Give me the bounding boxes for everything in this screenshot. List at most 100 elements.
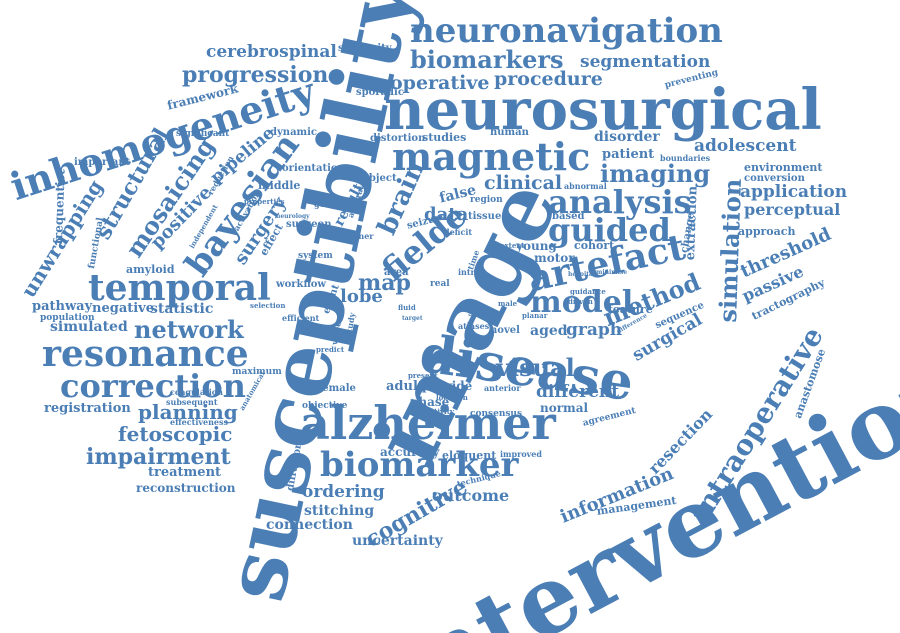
word-boundaries: boundaries xyxy=(660,153,711,163)
word-adolescent: adolescent xyxy=(694,136,797,156)
word-location: location xyxy=(436,393,468,402)
word-motor: motor xyxy=(534,251,575,265)
word-studies: studies xyxy=(422,131,467,144)
word-deficit: deficit xyxy=(444,227,473,237)
word-system: system xyxy=(298,251,333,261)
word-fetoscopic: fetoscopic xyxy=(118,422,233,446)
word-dynamic: dynamic xyxy=(270,127,318,138)
word-neurology: neurology xyxy=(276,213,310,220)
word-predict: predict xyxy=(316,345,345,354)
word-normal: normal xyxy=(540,401,589,415)
word-treatment: treatment xyxy=(148,465,222,480)
word-cerebrospinal: cerebrospinal xyxy=(206,42,337,62)
word-fluid: fluid xyxy=(398,303,416,312)
word-alzheimer: alzheimer xyxy=(300,396,556,450)
word-area: area xyxy=(384,267,409,278)
word-amyloid: amyloid xyxy=(126,263,175,276)
word-segmentation: segmentation xyxy=(580,52,711,72)
word-eloquent: eloquent xyxy=(442,449,497,462)
word-sporadic: sporadic xyxy=(356,87,404,98)
word-maximum: maximum xyxy=(232,367,282,377)
word-selection: selection xyxy=(250,301,286,310)
word-network: network xyxy=(134,315,244,344)
word-aged: aged xyxy=(530,323,568,339)
word-graph: graph xyxy=(566,320,623,340)
word-application: application xyxy=(740,182,848,202)
word-different: different xyxy=(536,382,620,402)
word-intra: intra xyxy=(458,267,480,277)
word-geometric: geometric xyxy=(314,199,360,209)
word-extent: extent xyxy=(500,241,525,250)
word-middle: middle xyxy=(258,179,301,192)
word-outcome: outcome xyxy=(432,486,510,505)
word-minimise: minimise xyxy=(596,269,628,276)
word-male: male xyxy=(498,299,518,308)
word-abnormal: abnormal xyxy=(564,181,607,191)
word-guidance: guidance xyxy=(570,287,606,296)
word-simulated: simulated xyxy=(50,319,128,335)
word-female: female xyxy=(318,383,356,394)
word-anterior: anterior xyxy=(484,383,521,393)
word-sensitivity: sensitivity xyxy=(414,407,455,416)
word-real: real xyxy=(430,279,450,289)
word-planning: planning xyxy=(138,400,238,424)
word-region: region xyxy=(470,195,503,205)
word-guided: guided xyxy=(548,211,671,249)
word-connection: connection xyxy=(266,517,353,533)
word-lobe: lobe xyxy=(340,286,383,307)
word-properties: properties xyxy=(244,197,285,206)
word-novel: novel xyxy=(490,325,520,336)
word-patient: patient xyxy=(602,147,655,162)
word-young: young xyxy=(516,239,557,253)
word-reconstruction: reconstruction xyxy=(136,481,236,495)
word-analysis: analysis xyxy=(548,183,692,221)
word-operative: operative xyxy=(390,72,490,94)
word-workflow: workflow xyxy=(276,279,327,290)
word-neuronavigation: neuronavigation xyxy=(410,11,723,51)
word-significant: significant xyxy=(176,129,230,139)
word-cohort: cohort xyxy=(574,239,615,252)
word-neurosurgical: neurosurgical xyxy=(384,77,822,143)
word-biomarker: biomarker xyxy=(320,445,519,485)
word-population: population xyxy=(40,313,95,323)
word-human: human xyxy=(490,127,529,138)
word-based: based xyxy=(552,211,585,222)
word-coagulation: coagulation xyxy=(170,387,223,397)
word-feature: feature xyxy=(608,303,653,316)
word-scanner: scanner xyxy=(338,231,374,241)
word-negative: negative xyxy=(92,301,155,316)
word-functional: functional xyxy=(87,216,106,270)
word-data: data xyxy=(424,204,469,225)
word-map: map xyxy=(358,270,411,296)
word-planar: planar xyxy=(522,311,548,320)
word-magnetic: magnetic xyxy=(392,134,591,179)
word-atlases: atlases xyxy=(458,321,490,331)
word-similarity: similarity xyxy=(338,43,392,54)
word-efficient: efficient xyxy=(282,313,320,323)
word-tissue: tissue xyxy=(468,211,502,222)
word-approach: approach xyxy=(738,225,796,238)
word-objective: objective xyxy=(302,401,348,411)
word-accuracy: accuracy xyxy=(380,445,440,459)
word-driven: driven xyxy=(568,297,593,306)
word-size: size xyxy=(468,305,494,319)
word-conversion: conversion xyxy=(744,173,805,184)
word-procedure: procedure xyxy=(494,68,603,90)
word-distortion: distortion xyxy=(370,133,426,144)
word-improved: improved xyxy=(500,449,542,459)
word-biomarkers: biomarkers xyxy=(410,45,564,74)
word-visual: visual xyxy=(496,353,575,382)
word-stitching: stitching xyxy=(304,503,375,519)
word-consensus: consensus xyxy=(470,409,523,419)
word-perceptual: perceptual xyxy=(744,200,841,219)
word-temporal: temporal xyxy=(88,267,271,309)
word-progression: progression xyxy=(182,62,329,88)
word-effectiveness: effectiveness xyxy=(170,417,229,427)
word-frequentist: frequentist xyxy=(51,169,68,245)
word-imaging: imaging xyxy=(600,159,711,188)
word-hospital: hospital xyxy=(568,271,596,278)
word-surgeon: surgeon xyxy=(286,219,332,230)
word-statistic: statistic xyxy=(150,301,214,317)
word-environment: environment xyxy=(744,161,823,174)
word-subject: subject xyxy=(356,173,397,184)
